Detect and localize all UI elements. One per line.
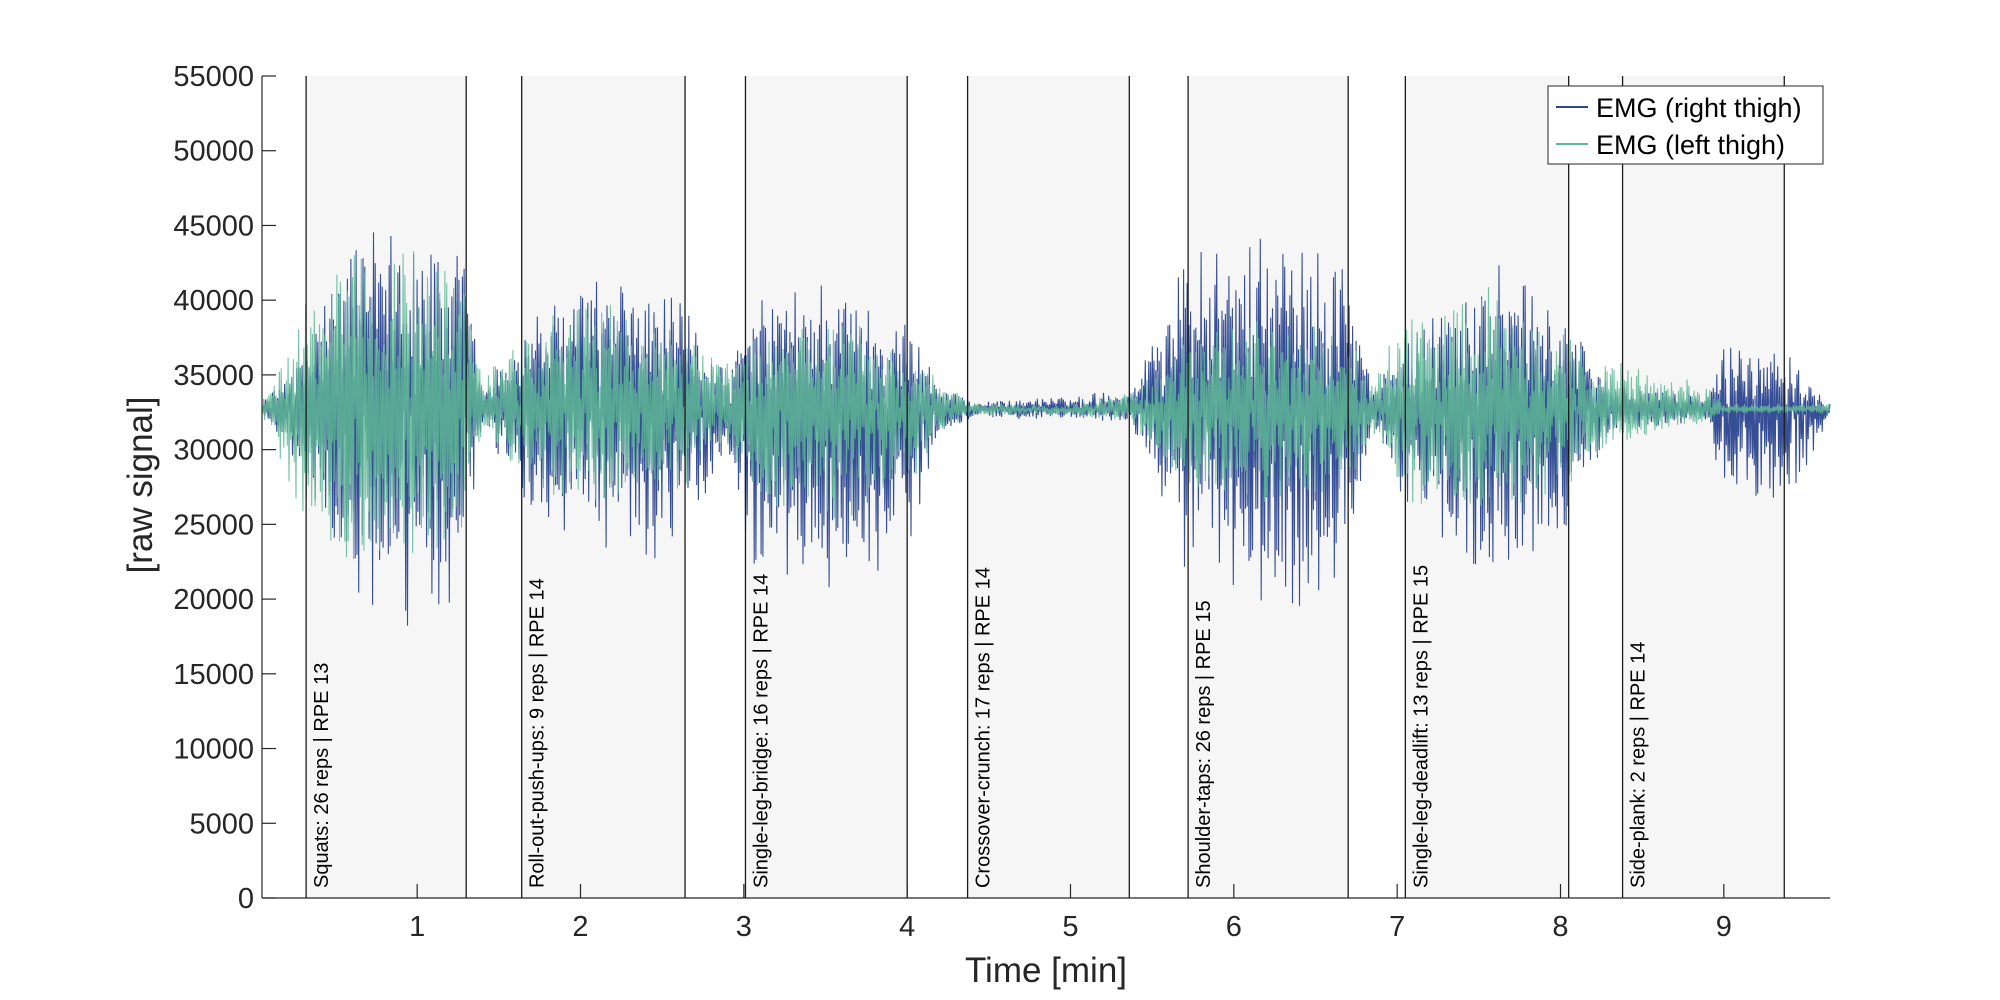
band-label: Crossover-crunch: 17 reps | RPE 14 bbox=[973, 567, 995, 888]
tick-labels: 0 5000 10000 15000 20000 25000 30000 35000 40000… bbox=[173, 61, 1732, 943]
y-tick-label: 40000 bbox=[173, 285, 254, 317]
y-tick-label: 50000 bbox=[173, 136, 254, 168]
y-tick-label: 10000 bbox=[173, 734, 254, 766]
band-label: Shoulder-taps: 26 reps | RPE 15 bbox=[1193, 600, 1215, 888]
exercise-band bbox=[967, 76, 1130, 898]
y-tick-label: 20000 bbox=[173, 584, 254, 616]
x-tick-label: 4 bbox=[899, 911, 915, 943]
axes bbox=[261, 75, 1830, 899]
x-tick-label: 5 bbox=[1062, 911, 1078, 943]
y-tick-label: 30000 bbox=[173, 435, 254, 467]
band-label: Side-plank: 2 reps | RPE 14 bbox=[1628, 642, 1650, 888]
y-axis-label: [raw signal] bbox=[121, 396, 160, 573]
band-label: Squats: 26 reps | RPE 13 bbox=[311, 663, 333, 888]
x-tick-label: 6 bbox=[1226, 911, 1242, 943]
x-tick-label: 8 bbox=[1552, 911, 1568, 943]
x-tick-label: 7 bbox=[1389, 911, 1405, 943]
band-label: Single-leg-bridge: 16 reps | RPE 14 bbox=[750, 574, 772, 888]
y-tick-label: 35000 bbox=[173, 360, 254, 392]
band-labels: Squats: 26 reps | RPE 13 Roll-out-push-up… bbox=[311, 565, 1649, 888]
band-label: Single-leg-deadlift: 13 reps | RPE 15 bbox=[1410, 565, 1432, 888]
band-label: Roll-out-push-ups: 9 reps | RPE 14 bbox=[527, 578, 549, 888]
y-tick-label: 5000 bbox=[189, 808, 254, 840]
x-tick-label: 1 bbox=[409, 911, 425, 943]
x-axis-label: Time [min] bbox=[965, 951, 1127, 990]
y-tick-label: 15000 bbox=[173, 659, 254, 691]
y-tick-label: 45000 bbox=[173, 210, 254, 242]
legend: EMG (right thigh) EMG (left thigh) bbox=[1547, 85, 1824, 165]
y-tick-label: 55000 bbox=[173, 61, 254, 93]
x-tick-label: 3 bbox=[736, 911, 752, 943]
y-tick-label: 0 bbox=[238, 883, 254, 915]
legend-box bbox=[1547, 85, 1824, 165]
legend-label-left-thigh: EMG (left thigh) bbox=[1596, 130, 1785, 160]
exercise-band bbox=[745, 76, 908, 898]
legend-label-right-thigh: EMG (right thigh) bbox=[1596, 93, 1802, 123]
x-tick-label: 9 bbox=[1716, 911, 1732, 943]
x-tick-label: 2 bbox=[572, 911, 588, 943]
band-edges bbox=[305, 76, 1785, 898]
y-tick-label: 25000 bbox=[173, 509, 254, 541]
